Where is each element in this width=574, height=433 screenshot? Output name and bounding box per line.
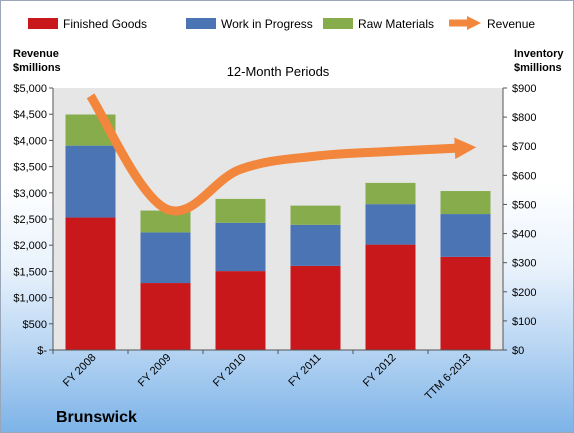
y-left-tick-label: $4,000 [13, 135, 47, 147]
y-left-axis-title-line1: Revenue [13, 48, 59, 60]
y-right-tick-label: $900 [512, 83, 536, 95]
revenue-layer [86, 93, 477, 216]
y-left-tick-label: $2,000 [13, 240, 47, 252]
x-tick-label-fy-2009: FY 2009 [136, 352, 174, 390]
y-left-axis-title-line2: $millions [13, 62, 61, 74]
legend-label-raw-materials: Raw Materials [358, 17, 434, 31]
legend: Finished Goods Work in Progress Raw Mate… [28, 16, 535, 31]
bar-finished-goods-fy-2008 [65, 217, 116, 350]
y-right-tick-label: $400 [512, 229, 536, 241]
y-right-tick-label: $700 [512, 141, 536, 153]
y-right-axis-title-line1: Inventory [514, 48, 564, 60]
x-tick-label-fy-2008: FY 2008 [61, 352, 99, 390]
y-left-ticks: $- $500 $1,000 $1,500 $2,000 $2,500 $3,000 $3,5… [13, 83, 53, 357]
x-tick-label-fy-2011: FY 2011 [286, 352, 323, 389]
bar-raw-materials-ttm-6-2013 [440, 191, 491, 215]
y-left-tick-label: $1,500 [13, 266, 47, 278]
y-left-tick-label: $3,000 [13, 188, 47, 200]
y-right-tick-label: $0 [512, 345, 524, 357]
x-tick-label-fy-2010: FY 2010 [211, 352, 249, 390]
bar-raw-materials-fy-2011 [290, 205, 341, 225]
chart-title: 12-Month Periods [227, 64, 330, 79]
y-left-tick-label: $1,000 [13, 293, 47, 305]
y-right-tick-label: $100 [512, 316, 536, 328]
bar-work-in-progress-fy-2008 [65, 145, 116, 218]
bar-finished-goods-fy-2010 [215, 271, 266, 350]
y-left-tick-label: $5,000 [13, 83, 47, 95]
y-right-tick-label: $500 [512, 199, 536, 211]
bar-work-in-progress-fy-2010 [215, 222, 266, 272]
bars-layer [65, 114, 491, 350]
bar-raw-materials-fy-2010 [215, 198, 266, 223]
y-left-tick-label: $- [37, 345, 47, 357]
bar-work-in-progress-fy-2012 [365, 204, 416, 245]
x-ticks: FY 2008 FY 2009 FY 2010 FY 2011 FY 2012 TTM 6… [52, 350, 474, 403]
legend-swatch-finished-goods [28, 18, 58, 29]
y-left-tick-label: $500 [23, 319, 47, 331]
bar-work-in-progress-fy-2009 [140, 232, 191, 284]
bar-finished-goods-ttm-6-2013 [440, 256, 491, 350]
bar-work-in-progress-fy-2011 [290, 224, 341, 266]
bar-finished-goods-fy-2011 [290, 265, 341, 350]
revenue-line [86, 93, 477, 216]
y-right-tick-label: $300 [512, 258, 536, 270]
legend-swatch-revenue-arrowhead [467, 16, 481, 30]
y-right-ticks: $0 $100 $200 $300 $400 $500 $600 $700 $800 $900 [503, 83, 536, 357]
y-right-tick-label: $200 [512, 287, 536, 299]
x-tick-label-fy-2012: FY 2012 [361, 352, 399, 390]
legend-swatch-work-in-progress [186, 18, 216, 29]
y-left-tick-label: $2,500 [13, 214, 47, 226]
y-right-tick-label: $800 [512, 112, 536, 124]
bar-finished-goods-fy-2009 [140, 283, 191, 350]
bar-finished-goods-fy-2012 [365, 244, 416, 350]
y-right-tick-label: $600 [512, 170, 536, 182]
bar-raw-materials-fy-2009 [140, 210, 191, 233]
legend-label-work-in-progress: Work in Progress [221, 17, 313, 31]
x-tick-label-ttm-6-2013: TTM 6-2013 [423, 352, 474, 403]
plot-area [53, 88, 503, 350]
y-left-tick-label: $3,500 [13, 162, 47, 174]
legend-swatch-raw-materials [323, 18, 353, 29]
legend-label-finished-goods: Finished Goods [63, 17, 147, 31]
company-name: Brunswick [56, 409, 137, 426]
y-left-tick-label: $4,500 [13, 109, 47, 121]
y-right-axis-title-line2: $millions [514, 62, 562, 74]
legend-label-revenue: Revenue [487, 17, 535, 31]
bar-work-in-progress-ttm-6-2013 [440, 214, 491, 257]
bar-raw-materials-fy-2012 [365, 182, 416, 205]
